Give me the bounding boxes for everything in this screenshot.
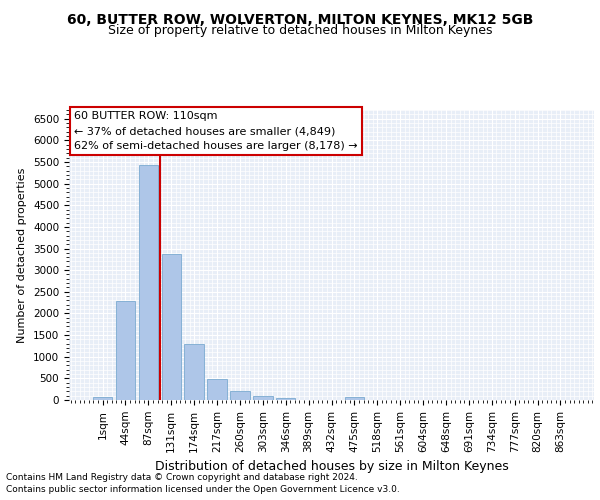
- Bar: [344, 398, 364, 400]
- Bar: [253, 396, 272, 400]
- X-axis label: Distribution of detached houses by size in Milton Keynes: Distribution of detached houses by size …: [155, 460, 508, 473]
- Text: Contains public sector information licensed under the Open Government Licence v3: Contains public sector information licen…: [6, 485, 400, 494]
- Bar: [116, 302, 135, 400]
- Bar: [161, 254, 181, 400]
- Text: Contains HM Land Registry data © Crown copyright and database right 2024.: Contains HM Land Registry data © Crown c…: [6, 474, 358, 482]
- Text: 60 BUTTER ROW: 110sqm
← 37% of detached houses are smaller (4,849)
62% of semi-d: 60 BUTTER ROW: 110sqm ← 37% of detached …: [74, 112, 358, 151]
- Bar: [208, 379, 227, 400]
- Bar: [276, 398, 295, 400]
- Bar: [184, 344, 204, 400]
- Bar: [230, 391, 250, 400]
- Bar: [93, 397, 112, 400]
- Text: Size of property relative to detached houses in Milton Keynes: Size of property relative to detached ho…: [108, 24, 492, 37]
- Text: 60, BUTTER ROW, WOLVERTON, MILTON KEYNES, MK12 5GB: 60, BUTTER ROW, WOLVERTON, MILTON KEYNES…: [67, 12, 533, 26]
- Y-axis label: Number of detached properties: Number of detached properties: [17, 168, 28, 342]
- Bar: [139, 165, 158, 400]
